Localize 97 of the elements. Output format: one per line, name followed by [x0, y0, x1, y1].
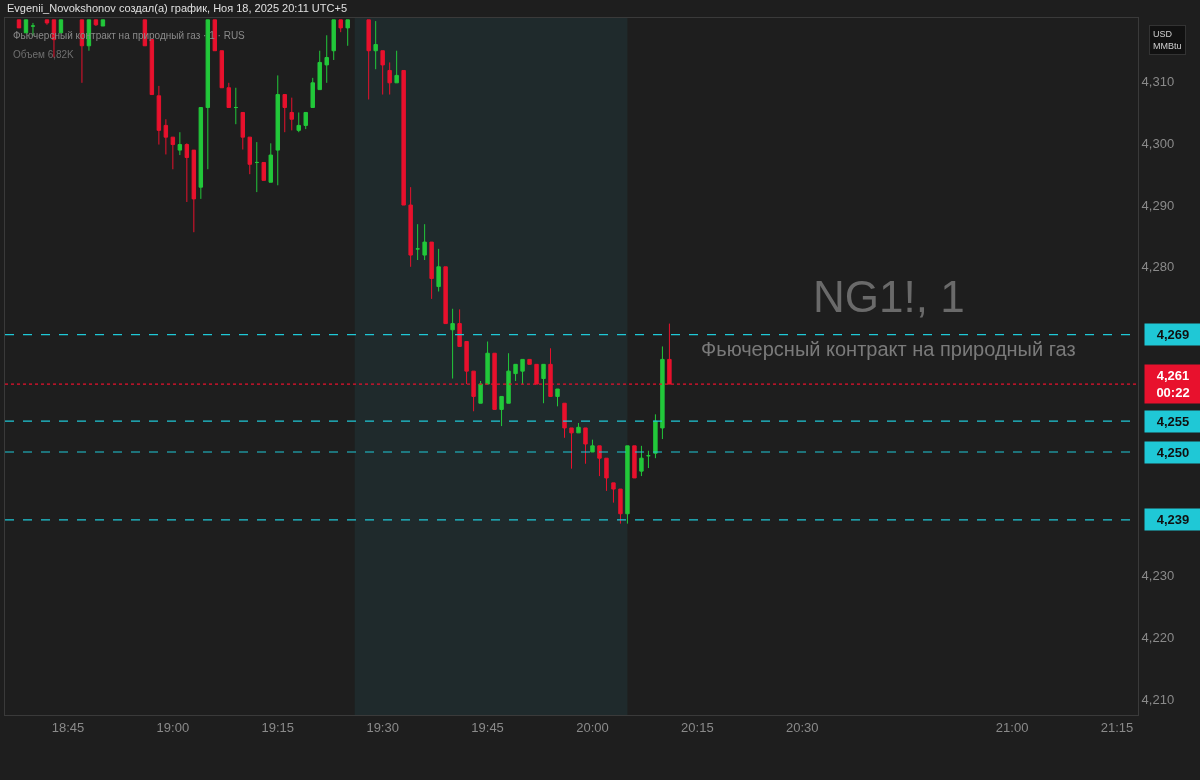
candlestick — [499, 395, 504, 427]
annotation: NG1!, 1 — [813, 272, 965, 321]
candlestick — [205, 19, 211, 170]
candlestick — [16, 19, 22, 29]
x-tick-label: 19:45 — [471, 719, 504, 735]
candlestick — [660, 345, 665, 440]
candlestick — [233, 87, 239, 125]
annotation: Фьючерсный контракт на природный газ — [701, 338, 1076, 360]
x-tick-label: 20:15 — [681, 719, 714, 735]
y-tick-label: 4,310 — [1141, 74, 1175, 90]
candlestick — [191, 149, 197, 233]
ref-line-label: 4,261 00:22 — [1156, 368, 1190, 400]
candlestick — [310, 77, 315, 109]
candlestick — [408, 186, 413, 268]
candlestick — [590, 439, 595, 453]
candlestick — [422, 223, 427, 261]
candlestick — [506, 352, 511, 404]
x-tick-label: 21:15 — [1100, 719, 1134, 735]
x-tick-label: 19:15 — [261, 719, 295, 735]
candlestick — [254, 141, 259, 193]
candlestick — [380, 50, 385, 96]
candlestick — [653, 413, 658, 459]
x-tick-label: 20:30 — [786, 719, 819, 735]
candlestick — [443, 266, 448, 325]
ref-line-label: 4,239 — [1156, 512, 1190, 527]
candlestick — [527, 358, 532, 365]
ref-line-label: 4,269 — [1156, 327, 1190, 342]
candlestick — [212, 19, 218, 52]
candlestick — [485, 341, 490, 385]
annotation: Объем 6,82K — [13, 49, 75, 60]
candlestick — [366, 19, 371, 100]
y-tick-label: 4,210 — [1141, 691, 1175, 707]
candlestick — [93, 19, 99, 27]
y-tick-label: 4,280 — [1141, 259, 1175, 275]
candlestick — [373, 20, 378, 70]
candlestick — [282, 94, 287, 133]
y-tick-label: 4,220 — [1141, 629, 1175, 645]
candlestick — [198, 107, 204, 200]
candlestick — [625, 445, 630, 525]
candlestick — [303, 111, 308, 130]
candlestick — [156, 85, 162, 146]
candlestick — [520, 358, 525, 385]
candlestick — [394, 50, 399, 84]
candlestick — [268, 142, 273, 183]
candlestick — [618, 488, 623, 525]
candlestick — [583, 427, 588, 465]
candlestick — [226, 82, 232, 109]
candlestick — [569, 427, 574, 470]
y-axis-title: USD MMBtu — [1153, 29, 1182, 51]
candlestick — [429, 241, 434, 300]
x-tick-label: 19:30 — [366, 719, 399, 735]
candlestick — [100, 19, 106, 27]
candlestick — [170, 136, 176, 170]
candlestick — [541, 363, 546, 404]
candlestick — [576, 422, 581, 434]
x-tick-label: 21:00 — [995, 719, 1029, 735]
ref-line-label: 4,255 — [1156, 414, 1190, 429]
candlestick — [177, 131, 183, 156]
y-tick-label: 4,290 — [1141, 197, 1175, 213]
candlestick — [415, 223, 420, 261]
candlestick — [184, 142, 190, 203]
x-tick-label: 20:00 — [576, 719, 609, 735]
candlestick — [436, 248, 441, 292]
candlestick — [401, 69, 406, 206]
candlestick — [457, 308, 462, 347]
candlestick — [289, 97, 294, 131]
ref-line-label: 4,250 — [1156, 445, 1190, 460]
candlestick — [149, 39, 155, 96]
candlestick — [387, 61, 392, 96]
candlestick — [44, 19, 50, 26]
candlestick — [611, 482, 616, 504]
candlestick — [450, 308, 455, 380]
candlestick — [604, 457, 609, 492]
x-tick-label: 18:45 — [51, 719, 85, 735]
candlestick — [163, 118, 169, 155]
candlestick — [247, 136, 252, 175]
candlestick — [513, 363, 518, 382]
candlestick — [646, 450, 651, 469]
candlestick — [240, 111, 245, 150]
candlestick — [562, 402, 567, 439]
candlestick — [324, 34, 329, 84]
candlestick — [639, 445, 644, 477]
candlestick — [331, 19, 336, 61]
candlestick — [632, 445, 637, 479]
y-tick-label: 4,230 — [1141, 568, 1175, 584]
chart-title: Evgenii_Novokshonov создал(а) график, Ноя 18, 2025 20:11 UTC+5 — [7, 2, 348, 14]
candlestick — [555, 388, 560, 407]
candlestick — [338, 19, 343, 33]
x-tick-label: 19:00 — [156, 719, 190, 735]
candlestick — [345, 19, 350, 47]
candlestick — [275, 74, 280, 186]
candlestick — [261, 161, 266, 181]
candlestick — [317, 50, 322, 91]
candlestick — [478, 380, 483, 404]
candlestick — [219, 50, 225, 89]
y-tick-label: 4,300 — [1141, 135, 1175, 151]
candlestick — [296, 111, 301, 133]
